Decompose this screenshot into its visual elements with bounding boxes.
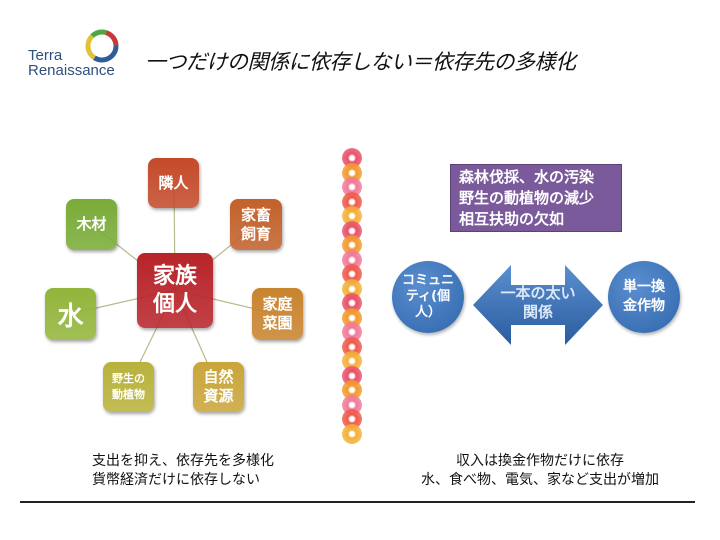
node-livestock: 家畜 飼育 [230,199,282,250]
logo-text-terra: Terra [28,47,63,64]
arrow-label: 一本の太い 関係 [500,284,576,321]
node-wildlife: 野生の 動植物 [103,362,154,412]
node-timber: 木材 [66,199,117,250]
node-neighbor: 隣人 [148,158,199,208]
left-caption: 支出を抑え、依存先を多様化 貨幣経済だけに依存しない [92,453,274,488]
node-water: 水 [45,288,96,340]
divider-line [20,501,695,503]
node-home-garden: 家庭 菜園 [252,288,303,340]
node-natural-resources: 自然 資源 [193,362,244,412]
flower-icon [342,423,362,444]
logo-text-renaissance: Renaissance [28,62,115,79]
right-caption: 収入は換金作物だけに依存 水、食べ物、電気、家など支出が増加 [421,453,659,488]
node-family-individual: 家族 個人 [137,253,213,328]
flower-divider [338,148,366,444]
double-arrow [473,265,603,345]
problems-box: 森林伐採、水の汚染 野生の動植物の減少 相互扶助の欠如 [450,164,622,232]
cash-crop-circle: 単一換 金作物 [608,261,680,333]
logo-swirl-icon [85,29,119,63]
logo: Terra Renaissance [28,28,138,80]
slide-title: 一つだけの関係に依存しない＝依存先の多様化 [145,50,576,74]
community-circle: コミュニ ティ(個 人） [392,261,464,333]
